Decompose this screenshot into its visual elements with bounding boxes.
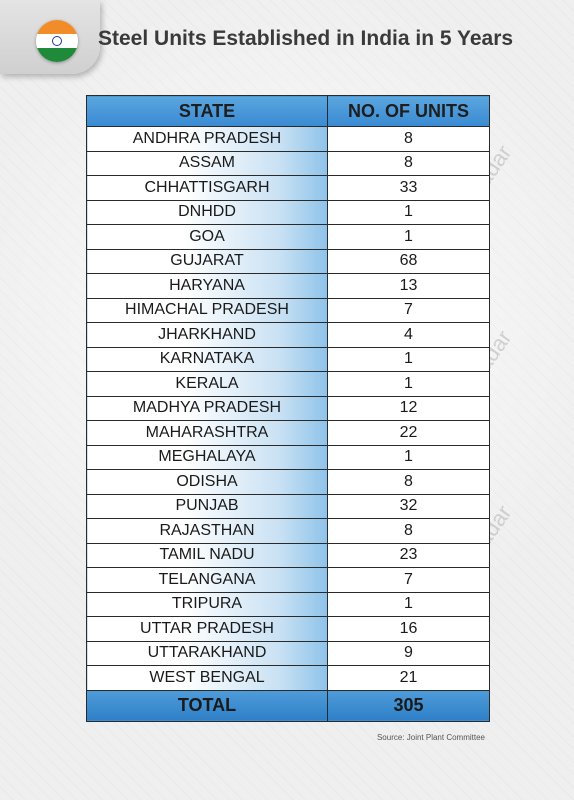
source-note: Source: Joint Plant Committee xyxy=(376,733,485,742)
table-row: TRIPURA 1 xyxy=(86,591,490,617)
units-cell: 13 xyxy=(327,273,490,299)
state-cell: KARNATAKA xyxy=(86,346,328,372)
table-row: TAMIL NADU 23 xyxy=(86,542,490,568)
state-cell: WEST BENGAL xyxy=(86,665,328,691)
column-header-units: NO. OF UNITS xyxy=(327,95,490,127)
table-row: MEGHALAYA 1 xyxy=(86,444,490,470)
table-row: KARNATAKA 1 xyxy=(86,346,490,372)
table-row: ANDHRA PRADESH 8 xyxy=(86,126,490,152)
units-cell: 4 xyxy=(327,322,490,348)
units-cell: 1 xyxy=(327,444,490,470)
state-cell: TAMIL NADU xyxy=(86,542,328,568)
table-row: TELANGANA 7 xyxy=(86,567,490,593)
state-cell: ASSAM xyxy=(86,150,328,176)
table-row: GOA 1 xyxy=(86,224,490,250)
state-cell: GOA xyxy=(86,224,328,250)
state-cell: HARYANA xyxy=(86,273,328,299)
state-cell: ANDHRA PRADESH xyxy=(86,126,328,152)
table-row: PUNJAB 32 xyxy=(86,493,490,519)
state-cell: MADHYA PRADESH xyxy=(86,395,328,421)
units-cell: 1 xyxy=(327,591,490,617)
units-cell: 32 xyxy=(327,493,490,519)
units-cell: 1 xyxy=(327,224,490,250)
table-header-row: STATE NO. OF UNITS xyxy=(86,95,490,127)
state-cell: GUJARAT xyxy=(86,248,328,274)
table-row: JHARKHAND 4 xyxy=(86,322,490,348)
units-cell: 7 xyxy=(327,567,490,593)
state-cell: UTTAR PRADESH xyxy=(86,616,328,642)
units-cell: 21 xyxy=(327,665,490,691)
table-row: ODISHA 8 xyxy=(86,469,490,495)
table-row: GUJARAT 68 xyxy=(86,248,490,274)
state-cell: TRIPURA xyxy=(86,591,328,617)
units-cell: 12 xyxy=(327,395,490,421)
state-cell: HIMACHAL PRADESH xyxy=(86,297,328,323)
units-cell: 8 xyxy=(327,126,490,152)
table-row: MAHARASHTRA 22 xyxy=(86,420,490,446)
units-cell: 7 xyxy=(327,297,490,323)
units-cell: 8 xyxy=(327,518,490,544)
table-row: WEST BENGAL 21 xyxy=(86,665,490,691)
table-row: MADHYA PRADESH 12 xyxy=(86,395,490,421)
table-row: UTTARAKHAND 9 xyxy=(86,640,490,666)
total-row: TOTAL 305 xyxy=(86,689,490,722)
table-row: KERALA 1 xyxy=(86,371,490,397)
units-cell: 1 xyxy=(327,371,490,397)
state-cell: MEGHALAYA xyxy=(86,444,328,470)
table-row: ASSAM 8 xyxy=(86,150,490,176)
table-row: RAJASTHAN 8 xyxy=(86,518,490,544)
india-flag-icon xyxy=(36,20,78,62)
column-header-state: STATE xyxy=(86,95,328,127)
state-cell: RAJASTHAN xyxy=(86,518,328,544)
state-cell: DNHDD xyxy=(86,199,328,225)
state-cell: CHHATTISGARH xyxy=(86,175,328,201)
total-label: TOTAL xyxy=(86,689,328,722)
state-cell: ODISHA xyxy=(86,469,328,495)
table-row: DNHDD 1 xyxy=(86,199,490,225)
state-cell: UTTARAKHAND xyxy=(86,640,328,666)
units-cell: 9 xyxy=(327,640,490,666)
units-cell: 23 xyxy=(327,542,490,568)
state-cell: PUNJAB xyxy=(86,493,328,519)
steel-units-table: STATE NO. OF UNITS ANDHRA PRADESH 8 ASSAM 8… xyxy=(86,95,490,722)
units-cell: 16 xyxy=(327,616,490,642)
units-cell: 1 xyxy=(327,346,490,372)
table-row: HIMACHAL PRADESH 7 xyxy=(86,297,490,323)
state-cell: JHARKHAND xyxy=(86,322,328,348)
state-cell: KERALA xyxy=(86,371,328,397)
units-cell: 68 xyxy=(327,248,490,274)
table-row: HARYANA 13 xyxy=(86,273,490,299)
units-cell: 1 xyxy=(327,199,490,225)
units-cell: 33 xyxy=(327,175,490,201)
state-cell: MAHARASHTRA xyxy=(86,420,328,446)
table-row: UTTAR PRADESH 16 xyxy=(86,616,490,642)
page-title: Steel Units Established in India in 5 Ye… xyxy=(98,27,514,50)
units-cell: 8 xyxy=(327,150,490,176)
state-cell: TELANGANA xyxy=(86,567,328,593)
units-cell: 22 xyxy=(327,420,490,446)
units-cell: 8 xyxy=(327,469,490,495)
table-row: CHHATTISGARH 33 xyxy=(86,175,490,201)
total-value: 305 xyxy=(327,689,490,722)
